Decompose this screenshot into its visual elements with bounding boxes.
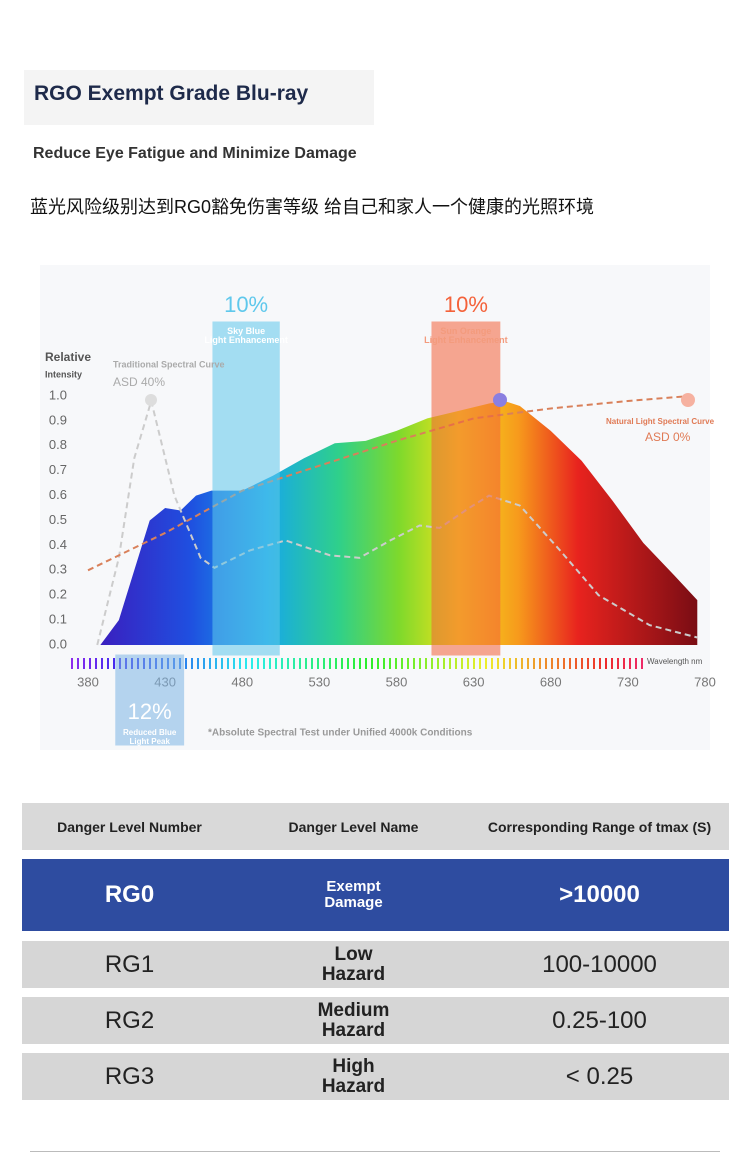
table-row: RG3 High Hazard < 0.25	[22, 1053, 729, 1100]
title: RGO Exempt Grade Blu-ray	[34, 82, 309, 105]
band	[115, 654, 185, 746]
x-tick-label: 530	[309, 674, 331, 689]
table-cell: RG0	[104, 881, 155, 909]
y-tick-label: 0.4	[49, 537, 67, 552]
y-tick-label: 0.0	[49, 636, 67, 651]
y-tick-label: 0.1	[49, 612, 67, 627]
table-cell: < 0.25	[565, 1062, 634, 1090]
curve-label: Traditional Spectral Curve	[113, 359, 225, 369]
table-cell: RG2	[104, 1006, 155, 1034]
table-cell: RG3	[104, 1062, 155, 1090]
band-text: Sun Orange Light Enhancement	[424, 326, 508, 345]
divider	[30, 1151, 720, 1152]
band-text: Reduced Blue Light Peak	[123, 728, 177, 746]
table-cell: RG1	[104, 950, 155, 978]
curve-label: Natural Light Spectral Curve	[606, 417, 715, 426]
y-tick-label: 0.6	[49, 487, 67, 502]
table-row: RG0 Exempt Damage >10000	[22, 859, 729, 931]
x-tick-label: 780	[694, 674, 716, 689]
x-tick-label: 730	[617, 674, 639, 689]
band	[212, 321, 280, 656]
y-tick-label: 0.7	[49, 462, 67, 477]
title-box	[24, 70, 374, 125]
table-cell: 100-10000	[542, 950, 657, 978]
band-value: 12%	[128, 699, 172, 724]
y-tick-label: 0.9	[49, 412, 67, 427]
x-tick-label: 630	[463, 674, 485, 689]
annotation: ASD 40%	[113, 375, 165, 389]
y-label: Intensity	[45, 369, 82, 379]
dot	[493, 393, 507, 407]
header-cell: Danger Level Name	[288, 818, 419, 835]
table-cell: Exempt Damage	[324, 878, 383, 911]
dot	[145, 394, 157, 406]
y-label: Relative	[45, 350, 91, 364]
y-tick-label: 0.3	[49, 562, 67, 577]
annotation: ASD 0%	[645, 430, 691, 444]
tagline: 蓝光风险级别达到RG0豁免伤害等级 给自己和家人一个健康的光照环境	[30, 197, 595, 217]
x-tick-label: 380	[77, 674, 99, 689]
spectral-curve	[87, 395, 690, 572]
y-tick-label: 1.0	[49, 387, 67, 402]
band-value: 10%	[444, 292, 488, 317]
y-tick-label: 0.2	[49, 587, 67, 602]
x-tick-label: 480	[231, 674, 253, 689]
y-tick-label: 0.8	[49, 437, 67, 452]
x-label: Wavelength nm	[647, 657, 703, 666]
table-row: RG2 Medium Hazard 0.25-100	[22, 997, 729, 1044]
x-tick-label: 580	[386, 674, 408, 689]
table-cell: >10000	[559, 881, 640, 909]
band	[431, 321, 501, 656]
band-text: Sky Blue Light Enhancement	[204, 326, 288, 345]
table-cell: Low Hazard	[321, 943, 386, 985]
header-cell: Corresponding Range of tmax (S)	[487, 818, 712, 835]
subtitle: Reduce Eye Fatigue and Minimize Damage	[33, 145, 357, 162]
band-value: 10%	[224, 292, 268, 317]
table-cell: 0.25-100	[552, 1006, 647, 1034]
x-tick-label: 680	[540, 674, 562, 689]
header-cell: Danger Level Number	[57, 818, 202, 835]
spectral-curve	[96, 397, 698, 646]
chart: 0.0 0.1 0.2 0.3 0.4 0.5 0.6 0.7 0.8 0.9 1.0 Relativ…	[45, 291, 716, 746]
y-tick-label: 0.5	[49, 512, 67, 527]
table-row: Danger Level Number Danger Level Name Corr…	[22, 803, 729, 850]
table-cell: High Hazard	[321, 1055, 386, 1097]
dot	[681, 393, 695, 407]
table-row: RG1 Low Hazard 100-10000	[22, 941, 729, 988]
footnote: *Absolute Spectral Test under Unified 40…	[208, 728, 473, 739]
table-cell: Medium Hazard	[317, 999, 390, 1041]
